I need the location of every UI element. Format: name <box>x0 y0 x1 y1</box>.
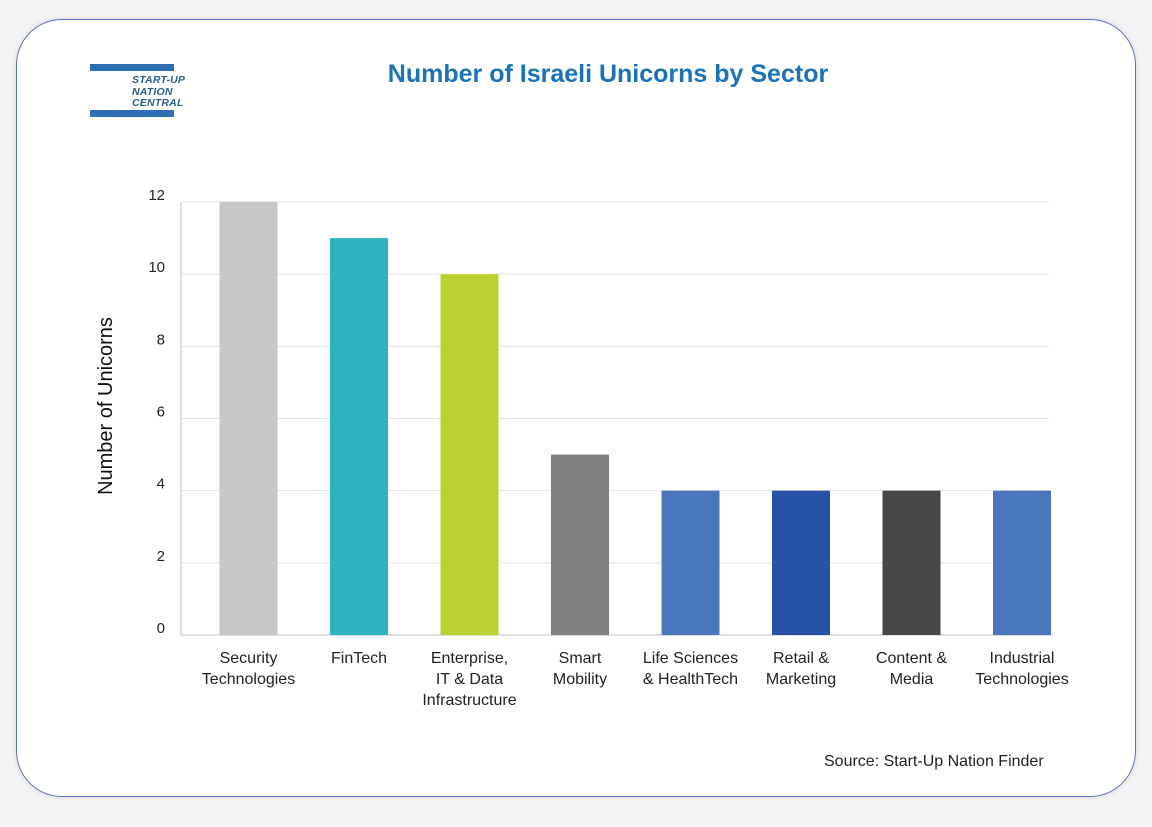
x-tick-label: Life Sciences & HealthTech <box>643 650 738 688</box>
logo-line-1: START-UP <box>132 74 186 86</box>
logo-bar-top <box>90 64 174 71</box>
y-tick-label: 2 <box>157 548 165 565</box>
x-tick-label: Enterprise, IT & Data Infrastructure <box>422 650 516 709</box>
x-tick-label-line: Technologies <box>975 671 1068 688</box>
y-tick-label: 4 <box>157 476 165 493</box>
y-tick-label: 8 <box>157 331 165 348</box>
x-tick-label: Industrial Technologies <box>975 650 1068 688</box>
x-tick-label-line: Enterprise, <box>431 650 508 667</box>
logo-line-3: CENTRAL <box>132 97 184 109</box>
x-tick-label-line: Content & <box>876 650 947 667</box>
x-tick-label-line: Security <box>220 650 278 667</box>
bar <box>993 490 1051 635</box>
x-tick-label: Retail & Marketing <box>766 650 836 688</box>
x-tick-label-line: Media <box>890 671 934 688</box>
chart-card <box>16 19 1136 797</box>
y-tick-label: 6 <box>157 404 165 421</box>
logo-bar-bottom <box>90 110 174 117</box>
bar <box>219 202 278 635</box>
bar <box>440 274 499 635</box>
x-tick-label: Smart Mobility <box>553 650 607 688</box>
x-tick-label-line: Marketing <box>766 671 836 688</box>
bar <box>551 454 609 635</box>
source-note: Source: Start-Up Nation Finder <box>824 753 1044 770</box>
y-tick-label: 10 <box>148 259 165 276</box>
bar <box>661 490 720 635</box>
start-up-nation-central-logo: START-UP NATION CENTRAL <box>90 64 210 120</box>
bar <box>772 490 830 635</box>
bar <box>882 490 941 635</box>
x-tick-label-line: Technologies <box>202 671 295 688</box>
y-tick-label: 0 <box>157 620 165 637</box>
x-tick-label-line: & HealthTech <box>643 671 738 688</box>
x-tick-label: Content & Media <box>876 650 947 688</box>
logo-line-2: NATION <box>132 85 173 98</box>
x-tick-label-line: Smart <box>559 650 602 667</box>
x-tick-label-line: Infrastructure <box>422 692 516 709</box>
x-tick-label-line: Retail & <box>773 650 829 667</box>
x-tick-label-line: Industrial <box>990 650 1055 667</box>
chart-title: Number of Israeli Unicorns by Sector <box>387 60 829 88</box>
x-tick-label-line: FinTech <box>331 650 387 667</box>
x-tick-label-line: Life Sciences <box>643 650 738 667</box>
y-tick-label: 12 <box>148 187 165 204</box>
x-tick-label-line: Mobility <box>553 671 607 688</box>
x-tick-label: Security Technologies <box>202 650 295 688</box>
x-tick-label: FinTech <box>331 650 387 667</box>
x-tick-label-line: IT & Data <box>436 671 503 688</box>
bar <box>330 238 388 636</box>
y-axis-label: Number of Unicorns <box>95 317 117 495</box>
logo-text: START-UP NATION CENTRAL <box>132 74 186 110</box>
